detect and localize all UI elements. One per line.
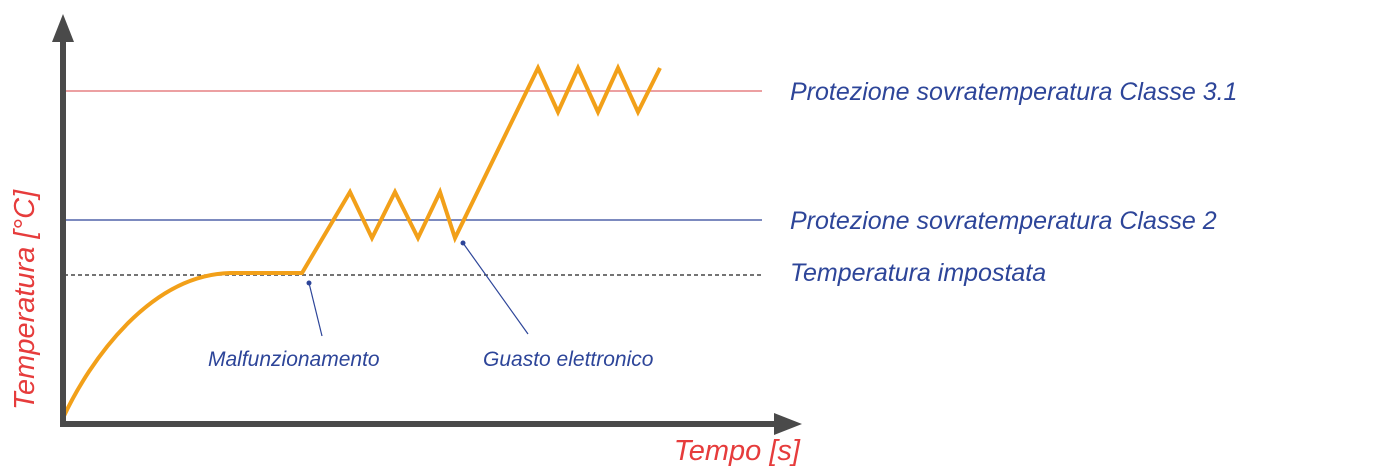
temperature-curve — [61, 63, 662, 419]
y-axis-arrow-icon — [52, 14, 74, 42]
electronic-fault-leader-line — [462, 242, 529, 335]
threshold-label-class-3-1: Protezione sovratemperatura Classe 3.1 — [790, 78, 1237, 106]
malfunction-label: Malfunzionamento — [208, 348, 380, 371]
threshold-label-setpoint: Temperatura impostata — [790, 259, 1046, 287]
threshold-label-class-2: Protezione sovratemperatura Classe 2 — [790, 207, 1217, 235]
x-axis-label: Tempo [s] — [674, 435, 801, 467]
electronic-fault-label: Guasto elettronico — [483, 348, 654, 371]
y-axis-label: Temperatura [°C] — [9, 189, 41, 410]
malfunction-leader-line — [308, 282, 323, 337]
x-axis-arrow-icon — [774, 413, 802, 435]
